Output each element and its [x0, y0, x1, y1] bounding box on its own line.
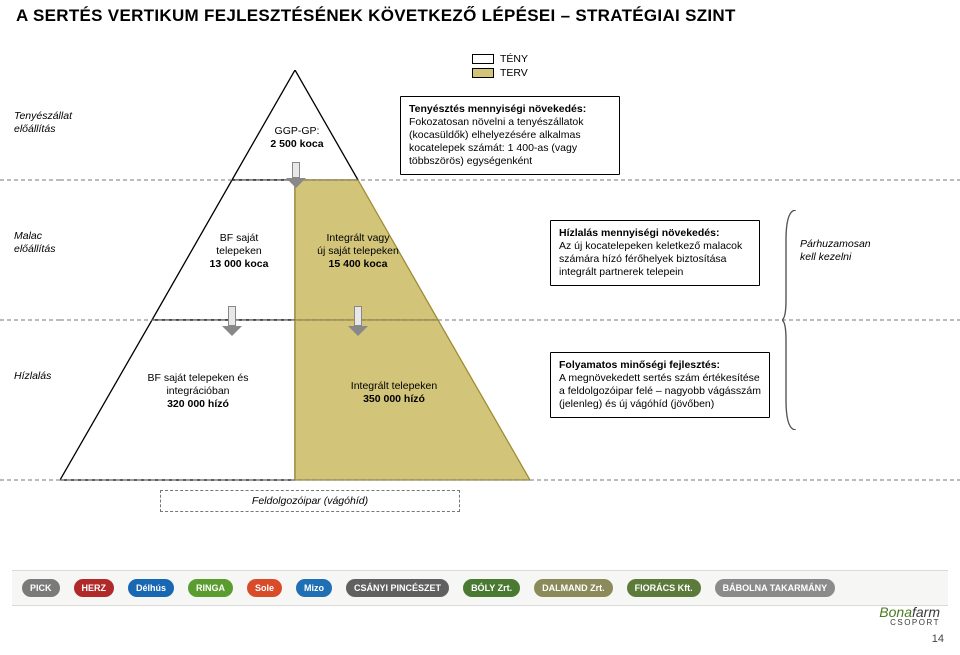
base-processing-label: Feldolgozóipar (vágóhíd): [252, 495, 368, 507]
bot-right-l1: Integrált telepeken: [351, 380, 437, 392]
brand-badge: BÁBOLNA TAKARMÁNY: [715, 579, 836, 597]
brand-badge: Délhús: [128, 579, 174, 597]
bot-left-cell: BF saját telepeken és integrációban 320 …: [118, 372, 278, 411]
corporate-logo: Bonafarm CSOPORT: [879, 604, 940, 627]
apex-cell: GGP-GP: 2 500 koca: [252, 125, 342, 151]
apex-line1: GGP-GP:: [275, 125, 320, 137]
bot-right-l2: 350 000 hízó: [363, 393, 425, 405]
note1-head: Tenyésztés mennyiségi növekedés:: [409, 103, 586, 115]
bot-left-l1: BF saját telepeken és: [148, 372, 249, 384]
mid-right-l2: új saját telepeken: [317, 245, 399, 257]
brand-badge: Mizo: [296, 579, 332, 597]
brand-badge: BÓLY Zrt.: [463, 579, 520, 597]
note3-body: A megnövekedett sertés szám értékesítése…: [559, 372, 761, 410]
legend-fact-label: TÉNY: [500, 52, 528, 66]
note-quality: Folyamatos minőségi fejlesztés: A megnöv…: [550, 352, 770, 418]
row-label-fattening: Hízlalás: [14, 370, 51, 383]
bot-left-l2: integrációban: [166, 385, 229, 397]
note2-head: Hízlalás mennyiségi növekedés:: [559, 227, 719, 239]
brand-badge: Sole: [247, 579, 282, 597]
mid-left-l3: 13 000 koca: [210, 258, 269, 270]
bot-right-cell: Integrált telepeken 350 000 hízó: [314, 380, 474, 406]
arrow-mid-left-down: [222, 306, 242, 336]
arrow-mid-right-down: [348, 306, 368, 336]
row-label-piglet: Malac előállítás: [14, 230, 55, 256]
brand-badge: RINGA: [188, 579, 233, 597]
apex-line2: 2 500 koca: [270, 138, 323, 150]
brand-badge: PICK: [22, 579, 60, 597]
brand-badge: FIORÁCS Kft.: [627, 579, 701, 597]
side-note-parallel: Párhuzamosan kell kezelni: [800, 238, 871, 264]
note3-head: Folyamatos minőségi fejlesztés:: [559, 359, 720, 371]
mid-right-l3: 15 400 koca: [329, 258, 388, 270]
row-label-breeding: Tenyészállat előállítás: [14, 110, 72, 136]
mid-right-cell: Integrált vagy új saját telepeken 15 400…: [298, 232, 418, 271]
legend-fact-row: TÉNY: [472, 52, 528, 66]
mid-left-l2: telepeken: [216, 245, 262, 257]
mid-left-cell: BF saját telepeken 13 000 koca: [186, 232, 292, 271]
mid-right-l1: Integrált vagy: [326, 232, 389, 244]
brand-badge: DALMAND Zrt.: [534, 579, 613, 597]
footer-brand-strip: PICK HERZ Délhús RINGA Sole Mizo CSÁNYI PINCÉS…: [12, 570, 948, 606]
brand-badge: CSÁNYI PINCÉSZET: [346, 579, 449, 597]
brand-badge: HERZ: [74, 579, 115, 597]
note-fattening-growth: Hízlalás mennyiségi növekedés: Az új koc…: [550, 220, 760, 286]
mid-left-l1: BF saját: [220, 232, 259, 244]
page-number: 14: [932, 633, 944, 645]
slide-title: A SERTÉS VERTIKUM FEJLESZTÉSÉNEK KÖVETKE…: [16, 6, 736, 26]
note1-body: Fokozatosan növelni a tenyészállatok (ko…: [409, 116, 584, 167]
brace-icon: [782, 210, 800, 430]
note-breeding-growth: Tenyésztés mennyiségi növekedés: Fokozat…: [400, 96, 620, 175]
legend-swatch-fact: [472, 54, 494, 64]
bot-left-l3: 320 000 hízó: [167, 398, 229, 410]
note2-body: Az új kocatelepeken keletkező malacok sz…: [559, 240, 742, 278]
arrow-apex-down: [286, 162, 306, 188]
base-processing-box: Feldolgozóipar (vágóhíd): [160, 490, 460, 512]
